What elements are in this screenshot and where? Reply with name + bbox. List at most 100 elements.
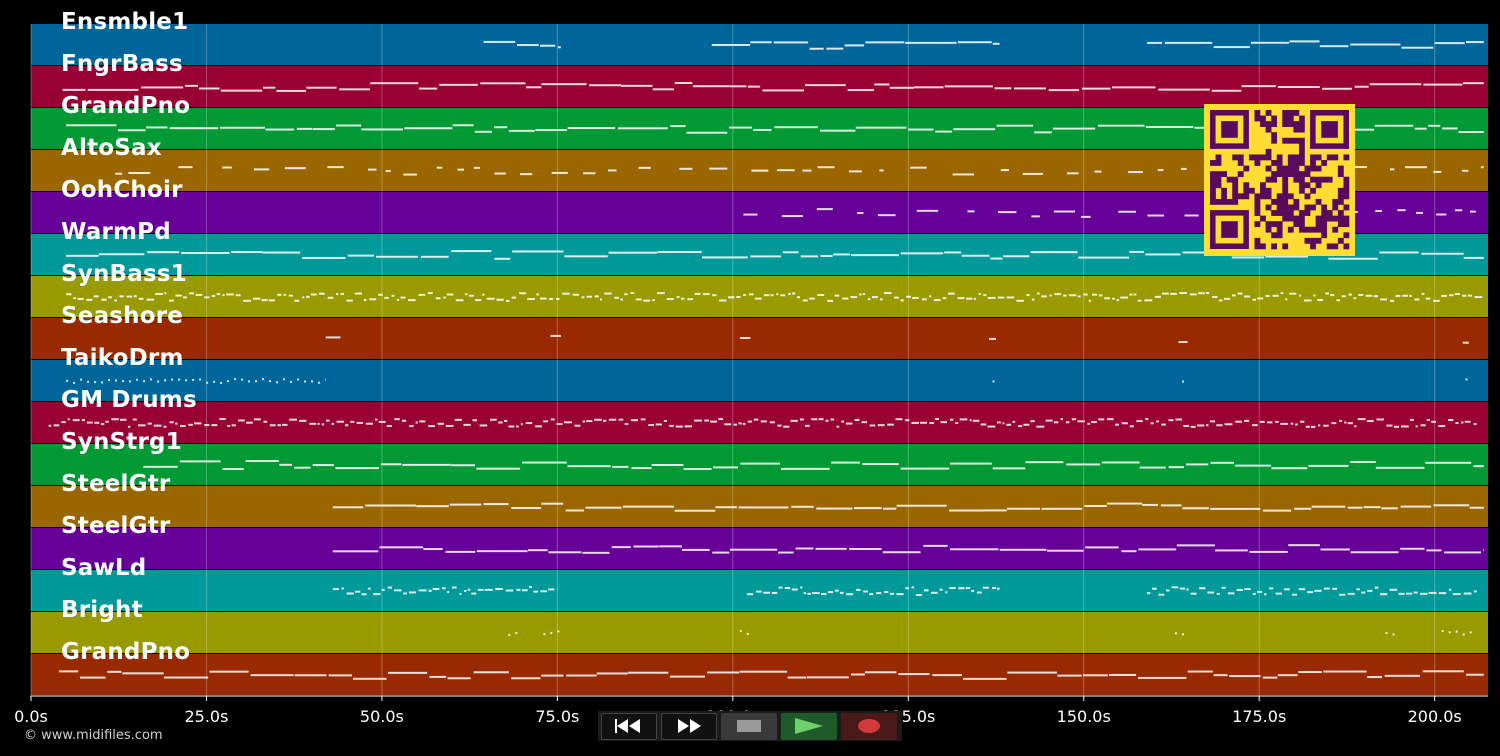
note-mark bbox=[1341, 295, 1347, 298]
note-mark bbox=[443, 296, 446, 299]
note-mark bbox=[311, 380, 314, 383]
note-mark bbox=[904, 419, 910, 422]
note-mark bbox=[1161, 292, 1169, 295]
note-mark bbox=[1339, 419, 1343, 422]
note-mark bbox=[1354, 425, 1357, 428]
note-mark bbox=[543, 420, 549, 423]
note-mark bbox=[269, 424, 276, 427]
note-mark bbox=[53, 424, 60, 427]
note-mark bbox=[195, 293, 203, 296]
note-mark bbox=[631, 467, 652, 470]
rewind-button[interactable] bbox=[601, 712, 657, 740]
note-mark bbox=[332, 588, 339, 591]
note-mark bbox=[1311, 505, 1346, 508]
fast-forward-button[interactable] bbox=[661, 712, 717, 740]
note-mark bbox=[871, 296, 878, 299]
note-mark bbox=[1137, 299, 1142, 302]
note-mark bbox=[261, 299, 268, 302]
play-button[interactable] bbox=[781, 712, 837, 740]
note-mark bbox=[1317, 299, 1324, 302]
note-mark bbox=[836, 425, 840, 428]
note-mark bbox=[557, 630, 560, 633]
note-mark bbox=[674, 509, 716, 512]
note-mark bbox=[743, 213, 758, 216]
note-mark bbox=[582, 551, 610, 554]
note-mark bbox=[120, 418, 127, 421]
track-label: Ensmble1 bbox=[61, 9, 189, 35]
note-mark bbox=[877, 214, 896, 217]
note-mark bbox=[393, 589, 402, 592]
note-mark bbox=[1271, 467, 1308, 470]
note-mark bbox=[520, 423, 523, 426]
note-mark bbox=[876, 592, 882, 595]
qr-code-icon[interactable] bbox=[1204, 104, 1355, 256]
note-mark bbox=[498, 421, 503, 424]
note-mark bbox=[846, 593, 854, 596]
note-mark bbox=[949, 587, 956, 590]
note-mark bbox=[331, 422, 334, 425]
time-tick-label: 150.0s bbox=[1056, 707, 1111, 726]
note-mark bbox=[861, 421, 868, 424]
note-mark bbox=[1160, 504, 1182, 507]
note-mark bbox=[164, 379, 167, 382]
note-mark bbox=[1448, 631, 1451, 634]
note-mark bbox=[516, 425, 519, 428]
note-mark bbox=[108, 296, 112, 299]
time-tick-label: 175.0s bbox=[1232, 707, 1287, 726]
note-mark bbox=[463, 590, 467, 593]
note-mark bbox=[341, 587, 344, 590]
note-mark bbox=[1030, 420, 1035, 423]
note-mark bbox=[1236, 588, 1243, 591]
note-mark bbox=[59, 670, 79, 673]
note-mark bbox=[1087, 422, 1091, 425]
note-mark bbox=[1139, 466, 1166, 469]
note-mark bbox=[1280, 292, 1284, 295]
note-mark bbox=[1339, 593, 1346, 596]
note-mark bbox=[826, 47, 844, 50]
note-mark bbox=[820, 254, 833, 257]
note-mark bbox=[1171, 586, 1179, 589]
note-mark bbox=[1083, 293, 1088, 296]
note-mark bbox=[474, 299, 482, 302]
stop-button[interactable] bbox=[721, 712, 777, 740]
note-mark bbox=[809, 297, 815, 300]
note-mark bbox=[1380, 298, 1388, 301]
record-button[interactable] bbox=[841, 712, 897, 740]
note-mark bbox=[783, 425, 790, 428]
note-mark bbox=[332, 506, 364, 509]
note-mark bbox=[235, 294, 241, 297]
note-mark bbox=[1421, 252, 1464, 255]
note-mark bbox=[862, 463, 899, 466]
note-mark bbox=[1259, 420, 1265, 423]
note-mark bbox=[73, 297, 76, 300]
note-mark bbox=[396, 298, 400, 301]
note-mark bbox=[1320, 548, 1350, 551]
note-mark bbox=[1328, 257, 1378, 260]
note-mark bbox=[982, 586, 990, 589]
note-mark bbox=[855, 126, 907, 129]
note-mark bbox=[1347, 166, 1367, 169]
note-mark bbox=[216, 293, 221, 296]
note-mark bbox=[906, 295, 912, 298]
note-mark bbox=[211, 424, 218, 427]
note-mark bbox=[1084, 504, 1107, 507]
note-mark bbox=[253, 418, 261, 421]
note-mark bbox=[1401, 425, 1409, 428]
note-mark bbox=[955, 422, 959, 425]
note-mark bbox=[845, 422, 853, 425]
note-mark bbox=[1467, 294, 1473, 297]
note-mark bbox=[900, 467, 950, 470]
note-mark bbox=[1263, 509, 1292, 512]
note-mark bbox=[1129, 293, 1133, 296]
note-mark bbox=[1174, 632, 1177, 635]
stop-icon bbox=[737, 720, 761, 732]
note-mark bbox=[408, 299, 416, 302]
note-mark bbox=[638, 166, 651, 169]
note-mark bbox=[1465, 378, 1468, 381]
note-mark bbox=[727, 296, 735, 299]
note-mark bbox=[1298, 294, 1302, 297]
note-mark bbox=[536, 293, 539, 296]
note-mark bbox=[467, 588, 471, 591]
note-mark bbox=[817, 293, 825, 296]
note-mark bbox=[543, 633, 546, 636]
